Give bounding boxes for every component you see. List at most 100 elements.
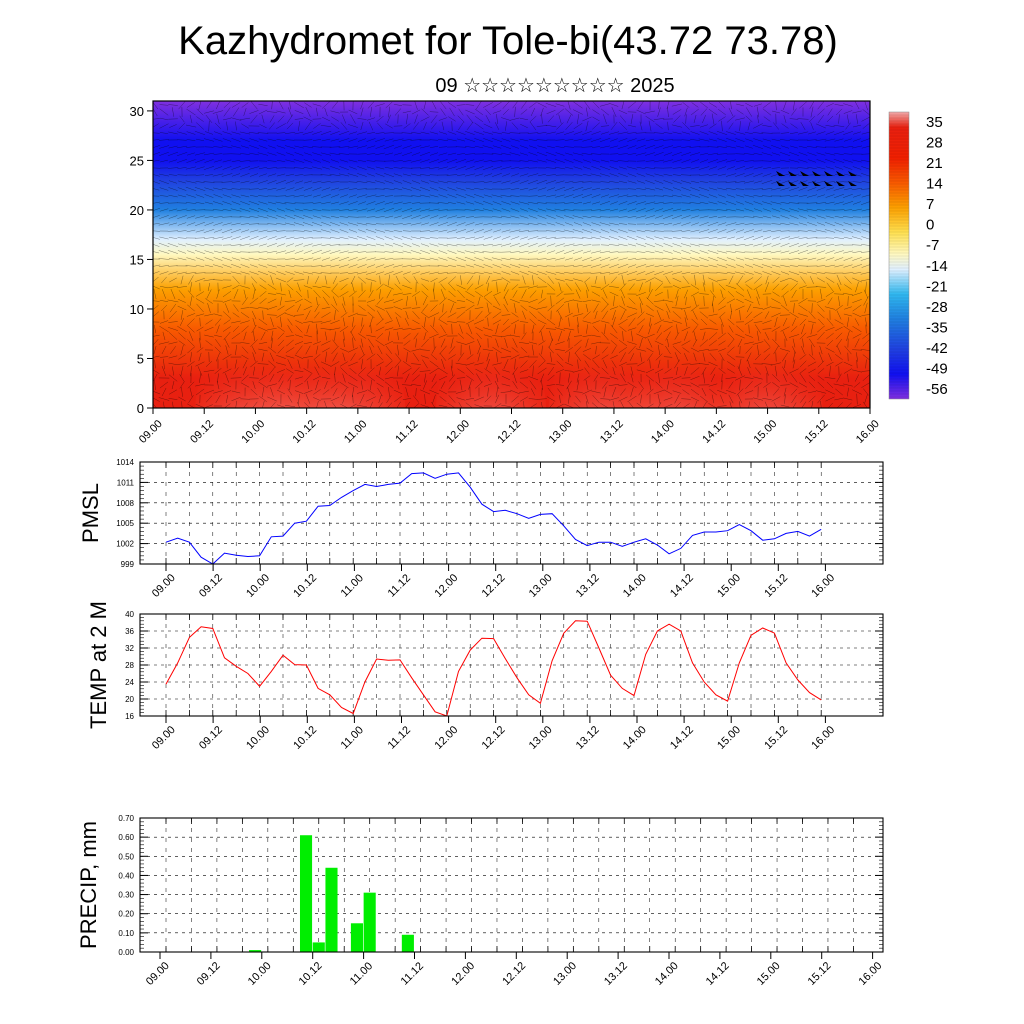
precip-bar [249,950,262,952]
colorbar-label: 28 [926,135,943,152]
colorbar-label: -56 [926,381,948,398]
x-tick-label: 14.00 [621,572,649,600]
reference-wind-arrow [836,181,845,186]
cross-section-panel: 0 5 10 15 20 25 30 09.00 09.12 10.00 10.12 11.00 11… [130,100,882,446]
precip-bar [363,892,376,952]
precip-bar [401,934,414,952]
y-tick-label: 36 [125,627,134,636]
x-tick-label: 16.00 [809,572,837,600]
y-tick-label: 0.60 [118,833,134,842]
precip-bar [325,867,338,952]
colorbar-label: -7 [926,237,939,254]
colorbar-label: -28 [926,299,948,316]
reference-wind-arrow [848,181,857,186]
x-tick-label: 10.12 [297,960,325,988]
x-tick-label: 15.00 [715,572,743,600]
y-tick-label: 0.40 [118,871,134,880]
x-tick-label: 15.12 [806,960,834,988]
reference-wind-arrow [776,181,785,186]
colorbar-label: -14 [926,258,948,275]
warm-core [620,338,731,408]
x-tick-label: 12.00 [433,724,461,752]
x-tick-label: 09.00 [150,572,178,600]
y-tick-label: 16 [125,712,134,721]
x-tick-label: 16.00 [857,960,885,988]
chart-subtitle: 09 ☆☆☆☆☆☆☆☆☆ 2025 [435,75,674,97]
pmsl-panel: 999 1002 1005 1008 1011 1014 09.00 09.12 10.00 10… [78,458,884,600]
x-tick-label: 12.12 [495,418,523,446]
y-tick-label: 0.30 [118,891,134,900]
x-tick-label: 13.12 [574,724,602,752]
x-tick-label: 14.12 [668,572,696,600]
reference-wind-arrow [788,171,797,176]
x-tick-label: 09.12 [188,418,216,446]
x-tick-label: 11.12 [399,960,426,987]
panel-frame [139,461,884,565]
y-tick-label: 1005 [116,519,134,528]
x-tick-label: 12.00 [433,572,461,600]
reference-wind-arrow [824,171,833,176]
y-tick-label: 30 [130,104,144,119]
chart-title: Kazhydromet for Tole-bi(43.72 73.78) [178,19,838,63]
x-tick-label: 11.12 [386,724,413,751]
y-axis-label: PRECIP, mm [76,821,101,949]
colorbar-label: -21 [926,278,948,295]
x-tick-label: 13.00 [551,960,579,988]
x-tick-label: 11.12 [393,418,420,445]
temp-panel: 16 20 24 28 32 36 40 09.00 09.12 10.00 10.12 11.00 1… [86,601,884,752]
colorbar-label: 35 [926,114,943,131]
x-tick-label: 11.00 [342,418,369,445]
x-tick-label: 11.00 [339,572,366,599]
x-tick-label: 12.00 [444,418,472,446]
colorbar-label: 7 [926,196,934,213]
y-tick-label: 20 [130,203,144,218]
x-tick-label: 11.12 [386,572,413,599]
x-tick-label: 13.12 [574,572,602,600]
y-tick-label: 1008 [116,499,134,508]
y-tick-label: 28 [125,661,134,670]
x-tick-label: 09.00 [137,418,165,446]
colorbar-label: -49 [926,360,948,377]
warm-core [295,338,406,408]
x-tick-label: 15.00 [755,960,783,988]
x-tick-label: 10.00 [246,960,274,988]
reference-wind-arrow [776,171,785,176]
x-tick-label: 09.12 [197,724,225,752]
x-tick-label: 15.12 [762,724,790,752]
x-tick-label: 09.00 [150,724,178,752]
x-tick-label: 14.12 [668,724,696,752]
pmsl-series-line [165,472,822,565]
colorbar: 35 28 21 14 7 0 -7 -14 -21 -28 -35 -42 -49 -56 [888,111,948,400]
reference-wind-arrow [848,171,857,176]
x-tick-label: 14.00 [649,418,677,446]
x-tick-label: 14.12 [704,960,732,988]
x-tick-label: 11.00 [339,724,366,751]
x-tick-label: 14.12 [700,418,728,446]
y-tick-label: 10 [130,302,144,317]
reference-wind-arrow [788,181,797,186]
colorbar-label: 21 [926,155,943,172]
x-tick-label: 12.12 [500,960,528,988]
wind-vector-field [153,101,870,408]
x-tick-label: 09.00 [144,960,172,988]
reference-wind-arrow [800,171,809,176]
y-tick-label: 0.20 [118,910,134,919]
precip-bar [350,923,363,952]
y-tick-label: 1014 [116,458,134,467]
x-tick-label: 15.12 [762,572,790,600]
x-tick-label: 10.00 [244,572,272,600]
colorbar-ramp [888,111,910,400]
x-tick-label: 10.00 [239,418,267,446]
y-tick-label: 24 [125,678,134,687]
x-tick-label: 10.12 [291,724,319,752]
x-tick-label: 16.00 [854,418,882,446]
y-tick-label: 0.70 [118,814,134,823]
x-tick-label: 09.12 [195,960,223,988]
reference-wind-arrow [812,171,821,176]
panel-frame [139,817,884,953]
x-tick-label: 14.00 [621,724,649,752]
x-tick-label: 12.12 [480,572,508,600]
y-tick-label: 25 [130,153,144,168]
